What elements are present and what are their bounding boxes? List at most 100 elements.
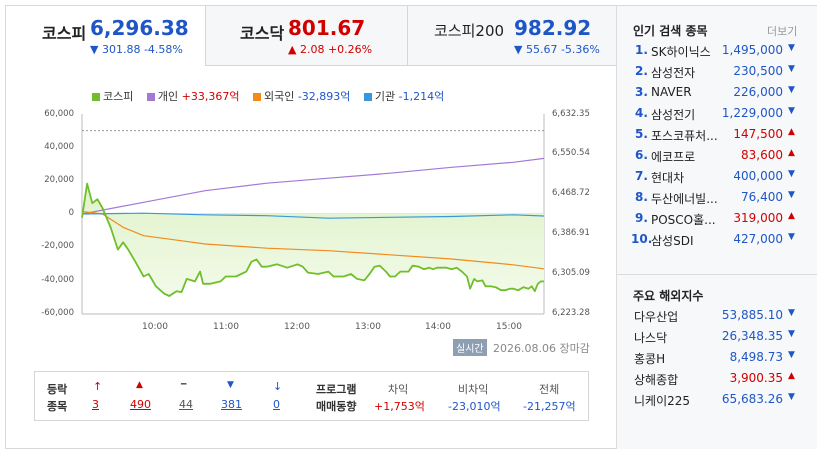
stock-name[interactable]: POSCO홀... — [651, 213, 716, 227]
lower-limit-count[interactable]: 0 — [273, 398, 280, 411]
breadth-title-2: 종목 — [47, 400, 68, 413]
rank: 8. — [635, 190, 648, 204]
stock-price: 147,500 — [733, 127, 783, 141]
down-arrow-icon: ▼ — [788, 329, 795, 339]
stock-price: 230,500 — [733, 64, 783, 78]
stock-price: 1,495,000 — [721, 43, 783, 57]
market-breadth-box: 등락 종목 ↑ 3 ▲ 490 ━ 44 ▼ 381 ↓ 0 프로그램 매매동향… — [34, 371, 589, 421]
tab-kospi[interactable]: 코스피 6,296.38 ▼ 301.88 -4.58% — [6, 6, 205, 66]
y-left-tick: 60,000 — [44, 109, 74, 119]
index-name[interactable]: 다우산업 — [634, 310, 679, 324]
y-left-tick: 0 — [68, 208, 74, 218]
x-tick: 15:00 — [496, 322, 522, 332]
overseas-index-row[interactable]: 나스닥 26,348.35 ▼ — [617, 329, 817, 349]
tab-value: 982.92 — [514, 16, 592, 40]
rise-count[interactable]: 490 — [130, 398, 151, 411]
flat-count[interactable]: 44 — [179, 398, 193, 411]
index-name[interactable]: 상해종합 — [634, 373, 679, 387]
kospi-area — [82, 183, 544, 296]
legend-value: -32,893억 — [297, 90, 351, 103]
legend-item-individual[interactable]: 개인 +33,367억 — [146, 90, 240, 103]
index-name[interactable]: 홍콩H — [634, 352, 666, 366]
up-arrow-icon: ▲ — [788, 127, 795, 137]
rank: 6. — [635, 148, 648, 162]
tab-kospi200[interactable]: 코스피200 982.92 ▼ 55.67 -5.36% — [407, 6, 616, 66]
arbitrage-value: +1,753억 — [374, 400, 425, 413]
legend-value: +33,367억 — [181, 90, 240, 103]
tab-change: ▲ 2.08 +0.26% — [288, 43, 373, 56]
timestamp: 2026.08.06 장마감 — [493, 342, 590, 355]
program-total-label: 전체 — [539, 383, 560, 396]
tab-kosdaq[interactable]: 코스닥 801.67 ▲ 2.08 +0.26% — [205, 6, 407, 66]
popular-stock-row[interactable]: 2. 삼성전자 230,500 ▼ — [617, 64, 817, 84]
foreign-line — [81, 210, 545, 270]
popular-stock-row[interactable]: 8. 두산에너빌... 76,400 ▼ — [617, 190, 817, 210]
popular-stock-row[interactable]: 1. SK하이닉스 1,495,000 ▼ — [617, 43, 817, 63]
overseas-title: 주요 해외지수 — [633, 289, 704, 303]
rank: 4. — [635, 106, 648, 120]
down-arrow-icon: ▼ — [788, 232, 795, 242]
index-tabs: 코스피 6,296.38 ▼ 301.88 -4.58% 코스닥 801.67 … — [6, 6, 616, 66]
more-link[interactable]: 더보기 — [767, 25, 798, 38]
stock-name[interactable]: 포스코퓨처... — [651, 129, 718, 143]
down-arrow-icon: ▼ — [788, 169, 795, 179]
rank: 1. — [635, 43, 648, 57]
legend-swatch — [363, 93, 372, 101]
popular-stock-row[interactable]: 9. POSCO홀... 319,000 ▲ — [617, 211, 817, 231]
program-total-value: -21,257억 — [523, 400, 576, 413]
down-arrow-icon: ▼ — [788, 106, 795, 116]
overseas-index-row[interactable]: 니케이225 65,683.26 ▼ — [617, 392, 817, 412]
index-name[interactable]: 나스닥 — [634, 331, 668, 345]
x-tick: 14:00 — [425, 322, 451, 332]
overseas-index-row[interactable]: 상해종합 3,900.35 ▲ — [617, 371, 817, 391]
x-tick: 10:00 — [142, 322, 168, 332]
popular-stock-row[interactable]: 3. NAVER 226,000 ▼ — [617, 85, 817, 105]
x-tick: 11:00 — [213, 322, 239, 332]
stock-name[interactable]: NAVER — [651, 85, 692, 99]
upper-limit-count[interactable]: 3 — [92, 398, 99, 411]
index-price: 3,900.35 — [729, 371, 783, 385]
up-arrow-icon: ▲ — [788, 211, 795, 221]
kospi-line — [81, 182, 544, 297]
overseas-index-row[interactable]: 다우산업 53,885.10 ▼ — [617, 308, 817, 328]
legend-label: 코스피 — [103, 90, 134, 103]
popular-stock-row[interactable]: 4. 삼성전기 1,229,000 ▼ — [617, 106, 817, 126]
popular-stock-row[interactable]: 10. 삼성SDI 427,000 ▼ — [617, 232, 817, 252]
rank: 5. — [635, 127, 648, 141]
stock-name[interactable]: 삼성전자 — [651, 66, 696, 80]
y-right-tick: 6,632.35 — [552, 109, 590, 119]
legend-item-foreign[interactable]: 외국인 -32,893억 — [252, 90, 351, 103]
y-right-tick: 6,550.54 — [552, 148, 590, 158]
stock-name[interactable]: 현대차 — [651, 171, 685, 185]
popular-stock-row[interactable]: 7. 현대차 400,000 ▼ — [617, 169, 817, 189]
up-arrow-icon: ▲ — [788, 148, 795, 158]
stock-name[interactable]: 두산에너빌... — [651, 192, 718, 206]
legend-item-kospi[interactable]: 코스피 — [92, 90, 133, 103]
popular-stock-row[interactable]: 5. 포스코퓨처... 147,500 ▲ — [617, 127, 817, 147]
stock-name[interactable]: 에코프로 — [651, 150, 696, 164]
stock-name[interactable]: SK하이닉스 — [651, 45, 711, 59]
divider — [617, 274, 817, 275]
stock-price: 226,000 — [733, 85, 783, 99]
realtime-badge[interactable]: 실시간 — [453, 339, 487, 356]
program-title-1: 프로그램 — [316, 383, 357, 396]
tab-name: 코스닥 — [240, 24, 285, 43]
legend-item-institution[interactable]: 기관 -1,214억 — [363, 90, 444, 103]
legend-swatch — [92, 93, 100, 101]
y-left-tick: 20,000 — [44, 175, 74, 185]
stock-name[interactable]: 삼성SDI — [651, 234, 694, 248]
stock-price: 83,600 — [741, 148, 783, 162]
up-arrow-icon: ▲ — [788, 371, 795, 381]
index-name[interactable]: 니케이225 — [634, 394, 691, 408]
stock-price: 427,000 — [733, 232, 783, 246]
fall-count[interactable]: 381 — [221, 398, 242, 411]
stock-name[interactable]: 삼성전기 — [651, 108, 696, 122]
x-tick: 13:00 — [355, 322, 381, 332]
upper-limit-icon: ↑ — [93, 380, 103, 393]
overseas-index-row[interactable]: 홍콩H 8,498.73 ▼ — [617, 350, 817, 370]
program-title-2: 매매동향 — [316, 400, 357, 413]
rank: 2. — [635, 64, 648, 78]
rank: 3. — [635, 85, 648, 99]
popular-stock-row[interactable]: 6. 에코프로 83,600 ▲ — [617, 148, 817, 168]
side-panel: 인기 검색 종목 더보기 1. SK하이닉스 1,495,000 ▼ 2. 삼성전자 230… — [616, 6, 817, 449]
